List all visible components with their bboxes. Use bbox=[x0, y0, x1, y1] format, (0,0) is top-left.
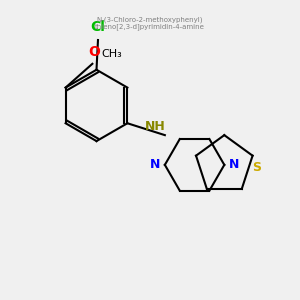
Text: NH: NH bbox=[145, 120, 165, 133]
Text: CH₃: CH₃ bbox=[101, 49, 122, 59]
Text: N-(3-Chloro-2-methoxyphenyl)
thieno[2,3-d]pyrimidin-4-amine: N-(3-Chloro-2-methoxyphenyl) thieno[2,3-… bbox=[95, 16, 205, 31]
Text: O: O bbox=[88, 45, 100, 59]
Text: S: S bbox=[253, 161, 262, 174]
Text: Cl: Cl bbox=[91, 20, 105, 34]
Text: N: N bbox=[229, 158, 239, 171]
Text: N: N bbox=[150, 158, 160, 171]
